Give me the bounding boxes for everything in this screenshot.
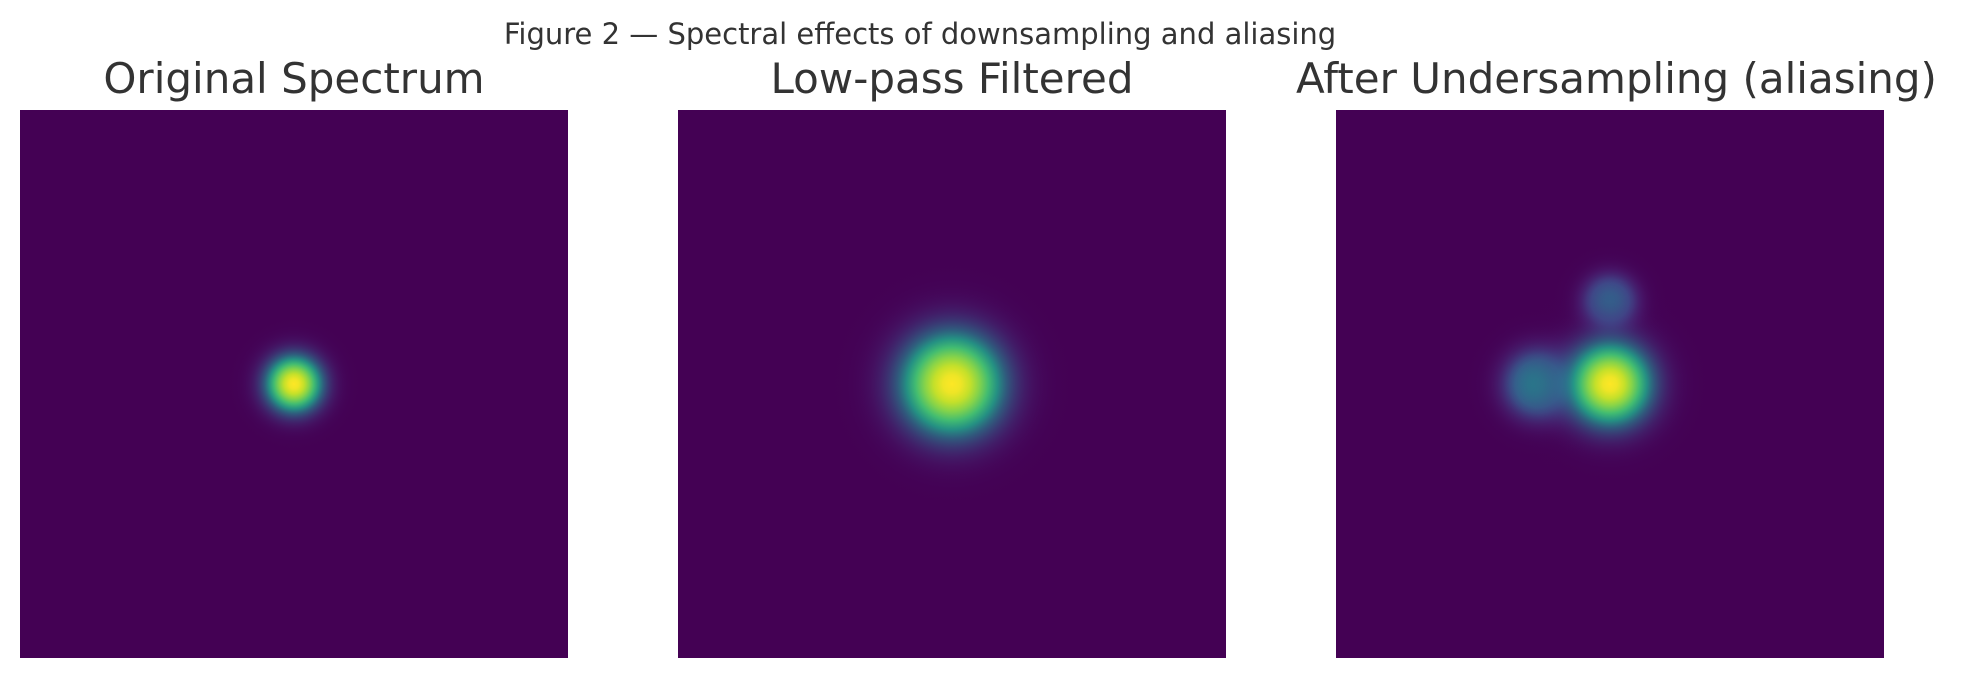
- panel-title: After Undersampling (aliasing): [1296, 54, 1937, 103]
- heatmap-original-spectrum: [20, 110, 568, 658]
- panel-title: Original Spectrum: [103, 54, 485, 103]
- spectral-peak: [824, 256, 1080, 512]
- heatmap-after-undersampling: [1336, 110, 1884, 658]
- spectral-peak: [224, 314, 364, 454]
- heatmap-svg: [1336, 110, 1884, 658]
- spectral-peak: [1507, 281, 1713, 487]
- panel-title: Low-pass Filtered: [770, 54, 1134, 103]
- figure-title: Figure 2 — Spectral effects of downsampl…: [503, 17, 1337, 51]
- heatmap-svg: [20, 110, 568, 658]
- heatmap-svg: [678, 110, 1226, 658]
- heatmap-low-pass-filtered: [678, 110, 1226, 658]
